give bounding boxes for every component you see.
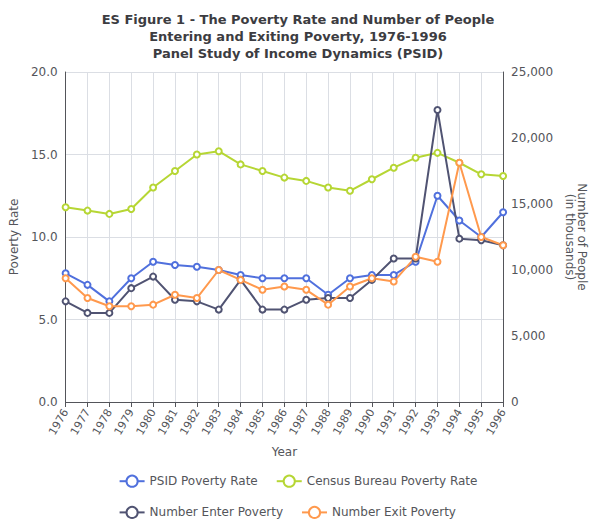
svg-text:Number of People: Number of People [575,183,589,291]
svg-text:(in thousands): (in thousands) [563,194,577,280]
svg-text:ES Figure 1 - The Poverty Rate: ES Figure 1 - The Poverty Rate and Numbe… [102,12,495,27]
svg-text:1989: 1989 [330,407,355,438]
svg-text:15.0: 15.0 [31,148,58,162]
svg-text:1979: 1979 [112,407,137,438]
svg-text:1980: 1980 [134,407,159,438]
svg-text:Year: Year [271,445,297,459]
svg-text:15,000: 15,000 [511,197,553,211]
svg-text:1987: 1987 [287,407,312,438]
svg-text:1977: 1977 [68,407,93,438]
svg-text:PSID Poverty Rate: PSID Poverty Rate [150,474,258,488]
svg-text:5,000: 5,000 [511,329,545,343]
svg-text:20.0: 20.0 [31,65,58,79]
svg-text:Number Enter Poverty: Number Enter Poverty [150,505,283,519]
svg-text:1976: 1976 [46,407,71,438]
svg-text:1995: 1995 [462,407,487,438]
svg-text:25,000: 25,000 [511,65,553,79]
svg-text:Number Exit Poverty: Number Exit Poverty [332,505,456,519]
svg-text:1994: 1994 [440,407,465,438]
svg-text:1983: 1983 [199,407,224,438]
svg-text:1991: 1991 [374,407,399,438]
svg-text:10.0: 10.0 [31,230,58,244]
svg-text:1990: 1990 [352,407,377,438]
svg-text:1988: 1988 [309,407,334,438]
svg-text:1996: 1996 [483,407,508,438]
svg-text:5.0: 5.0 [39,313,58,327]
svg-text:0: 0 [511,395,519,409]
svg-text:Census Bureau Poverty Rate: Census Bureau Poverty Rate [307,474,478,488]
svg-text:1982: 1982 [177,407,202,438]
svg-text:20,000: 20,000 [511,131,553,145]
svg-text:1981: 1981 [155,407,180,438]
svg-text:10,000: 10,000 [511,263,553,277]
svg-text:1986: 1986 [265,407,290,438]
svg-text:1985: 1985 [243,407,268,438]
svg-text:Poverty Rate: Poverty Rate [7,199,21,276]
svg-text:1992: 1992 [396,407,421,438]
svg-text:1993: 1993 [418,407,443,438]
svg-text:1978: 1978 [90,407,115,438]
svg-text:0.0: 0.0 [39,395,58,409]
svg-text:1984: 1984 [221,407,246,438]
svg-text:Entering and Exiting Poverty,: Entering and Exiting Poverty, 1976-1996 [149,29,447,44]
svg-text:Panel Study of Income Dynamics: Panel Study of Income Dynamics (PSID) [153,46,444,61]
